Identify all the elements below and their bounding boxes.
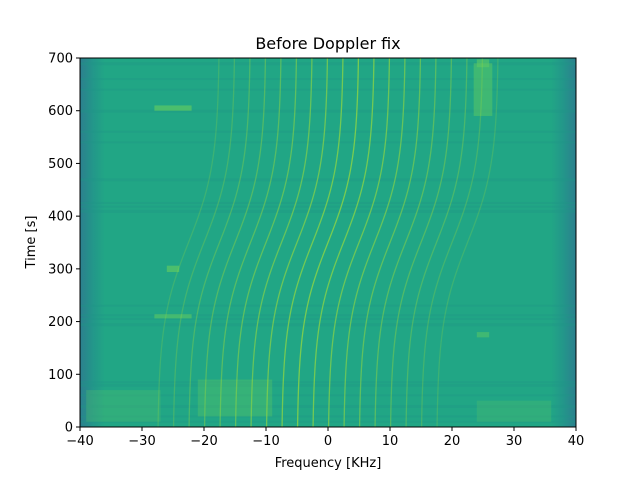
noise-stripe [80, 141, 576, 144]
energy-patch [166, 265, 180, 273]
tone-line [219, 58, 282, 427]
energy-patch [197, 379, 273, 417]
noise-stripe [80, 178, 576, 182]
noise-stripe [80, 420, 576, 423]
noise-stripe [80, 109, 576, 113]
x-tick-label: −30 [128, 434, 155, 449]
x-axis-ticks: −40 −30 −20 −10 0 10 20 30 40 [66, 427, 584, 449]
y-tick-label: 300 [48, 262, 73, 277]
tone-line [389, 58, 453, 427]
energy-patch [86, 390, 161, 422]
x-tick-label: 10 [382, 434, 399, 449]
plot-area [80, 58, 576, 427]
tone-line [436, 58, 499, 427]
noise-stripe [80, 201, 576, 204]
tone-line [172, 58, 236, 427]
x-tick-label: −10 [252, 434, 279, 449]
y-tick-label: 100 [48, 368, 73, 383]
chart-title: Before Doppler fix [255, 34, 400, 53]
energy-patch [476, 332, 490, 338]
doppler-tone-lines [157, 58, 499, 427]
noise-stripe [80, 130, 576, 133]
noise-stripe [80, 404, 576, 408]
tone-line [296, 58, 360, 427]
y-tick-label: 600 [48, 104, 73, 119]
x-tick-label: 20 [444, 434, 461, 449]
noise-stripe [80, 78, 576, 81]
x-tick-label: 40 [568, 434, 585, 449]
energy-patch [154, 314, 192, 319]
y-tick-label: 200 [48, 315, 73, 330]
x-axis-label: Frequency [KHz] [275, 456, 382, 471]
tone-line [358, 58, 422, 427]
noise-stripe [80, 304, 576, 307]
energy-patch [476, 400, 552, 422]
horizontal-stripes [80, 62, 576, 423]
noise-stripe [80, 314, 576, 317]
noise-stripe [80, 383, 576, 387]
tone-line [188, 58, 251, 427]
noise-stripe [80, 62, 576, 66]
noise-stripe [80, 205, 576, 208]
noise-stripe [80, 394, 576, 397]
energy-patch [154, 105, 192, 111]
tone-line [281, 58, 344, 427]
y-tick-label: 700 [48, 52, 73, 67]
noise-stripe [80, 88, 576, 91]
y-axis-ticks: 0 100 200 300 400 500 600 700 [48, 52, 80, 436]
noise-stripe [80, 381, 576, 384]
tone-line [234, 58, 298, 427]
energy-patch [476, 59, 490, 68]
y-axis-label: Time [s] [24, 216, 39, 270]
y-tick-label: 400 [48, 210, 73, 225]
x-tick-label: 0 [324, 434, 332, 449]
x-tick-label: 30 [506, 434, 523, 449]
y-tick-label: 500 [48, 157, 73, 172]
noise-stripe [80, 209, 576, 213]
noise-stripe [80, 317, 576, 320]
tone-line [265, 58, 329, 427]
tone-line [327, 58, 391, 427]
energy-patches [86, 59, 552, 422]
y-tick-label: 0 [65, 421, 73, 436]
tone-line [405, 58, 468, 427]
noise-stripe [80, 415, 576, 418]
tone-line [420, 58, 484, 427]
x-tick-label: −40 [66, 434, 93, 449]
energy-patch [473, 63, 493, 116]
tone-line [157, 58, 220, 427]
tone-line [203, 58, 267, 427]
tone-line [374, 58, 437, 427]
tone-line [312, 58, 375, 427]
tone-line [250, 58, 313, 427]
noise-stripe [80, 323, 576, 327]
x-tick-label: −20 [190, 434, 217, 449]
tone-line [343, 58, 406, 427]
